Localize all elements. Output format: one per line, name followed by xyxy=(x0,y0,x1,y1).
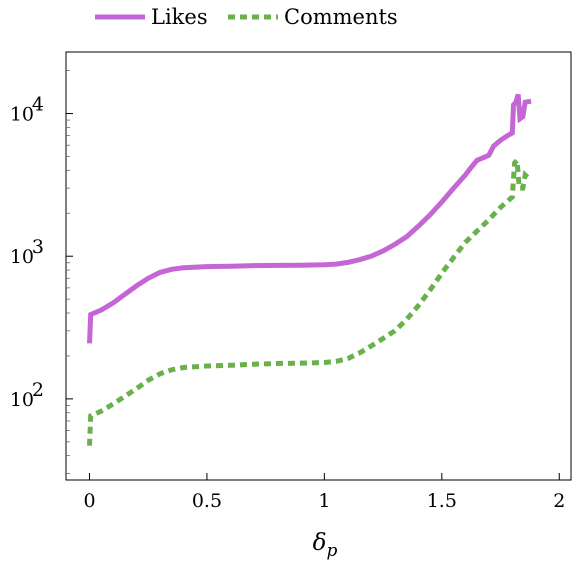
y-tick-label: 10 xyxy=(10,246,34,268)
legend: Likes Comments xyxy=(95,5,398,29)
x-axis-ticks: 0 0.5 1 1.5 2 xyxy=(83,473,565,512)
y-tick-exponent: 4 xyxy=(32,94,44,116)
series-line-comments xyxy=(87,154,531,446)
legend-label-comments: Comments xyxy=(284,5,398,29)
series-line-likes xyxy=(87,93,532,344)
x-tick-label: 1.5 xyxy=(427,490,457,512)
y-tick-base: 10 xyxy=(10,104,34,126)
y-tick-exponent: 3 xyxy=(32,236,44,258)
plot-area-border xyxy=(65,51,572,481)
x-axis-title-main: δ xyxy=(313,530,327,556)
y-tick-label: 10 xyxy=(10,104,34,126)
y-tick-label: 10 xyxy=(10,389,34,411)
x-tick-label: 0 xyxy=(83,490,95,512)
y-tick-exponent: 2 xyxy=(32,379,44,401)
x-tick-label: 0.5 xyxy=(192,490,222,512)
x-tick-label: 1 xyxy=(318,490,330,512)
y-tick-base: 10 xyxy=(10,246,34,268)
y-tick-base: 10 xyxy=(10,389,34,411)
x-axis-title-subscript: p xyxy=(326,541,337,561)
plot-frame xyxy=(65,51,572,481)
x-axis-title: δp xyxy=(313,530,338,561)
series-group xyxy=(87,93,532,446)
x-tick-label: 2 xyxy=(553,490,565,512)
y-minor-ticks xyxy=(66,70,70,474)
legend-label-likes: Likes xyxy=(151,5,208,29)
